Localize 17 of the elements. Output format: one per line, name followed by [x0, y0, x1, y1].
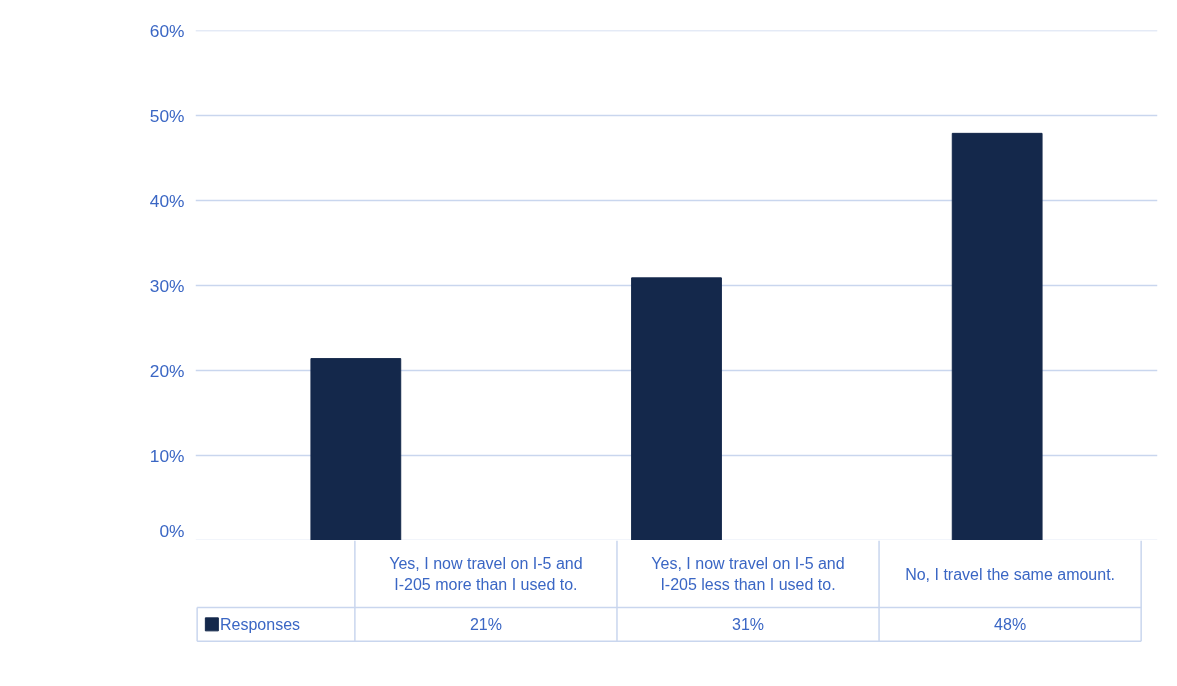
x-tick-label: Yes, I now travel on I-5 and I-205 less than I used to. — [651, 554, 845, 594]
y-tick-label: 50% — [149, 105, 185, 126]
y-tick-label: 40% — [149, 190, 185, 211]
y-tick-label: 10% — [149, 445, 185, 466]
y-tick-label: 30% — [149, 275, 185, 296]
x-tick-label: Yes, I now travel on I-5 and I-205 more than I used to. — [389, 554, 583, 594]
bar — [951, 132, 1043, 540]
legend-label: Responses — [220, 615, 301, 633]
bar — [310, 358, 402, 540]
data-label: 21% — [469, 615, 502, 633]
y-tick-label: 0% — [159, 520, 185, 541]
y-tick-label: 60% — [149, 20, 185, 41]
y-tick-label: 20% — [149, 360, 185, 381]
data-label: 48% — [994, 615, 1027, 633]
x-tick-label: No, I travel the same amount. — [905, 565, 1116, 583]
data-label: 31% — [732, 615, 765, 633]
bar — [631, 277, 722, 540]
